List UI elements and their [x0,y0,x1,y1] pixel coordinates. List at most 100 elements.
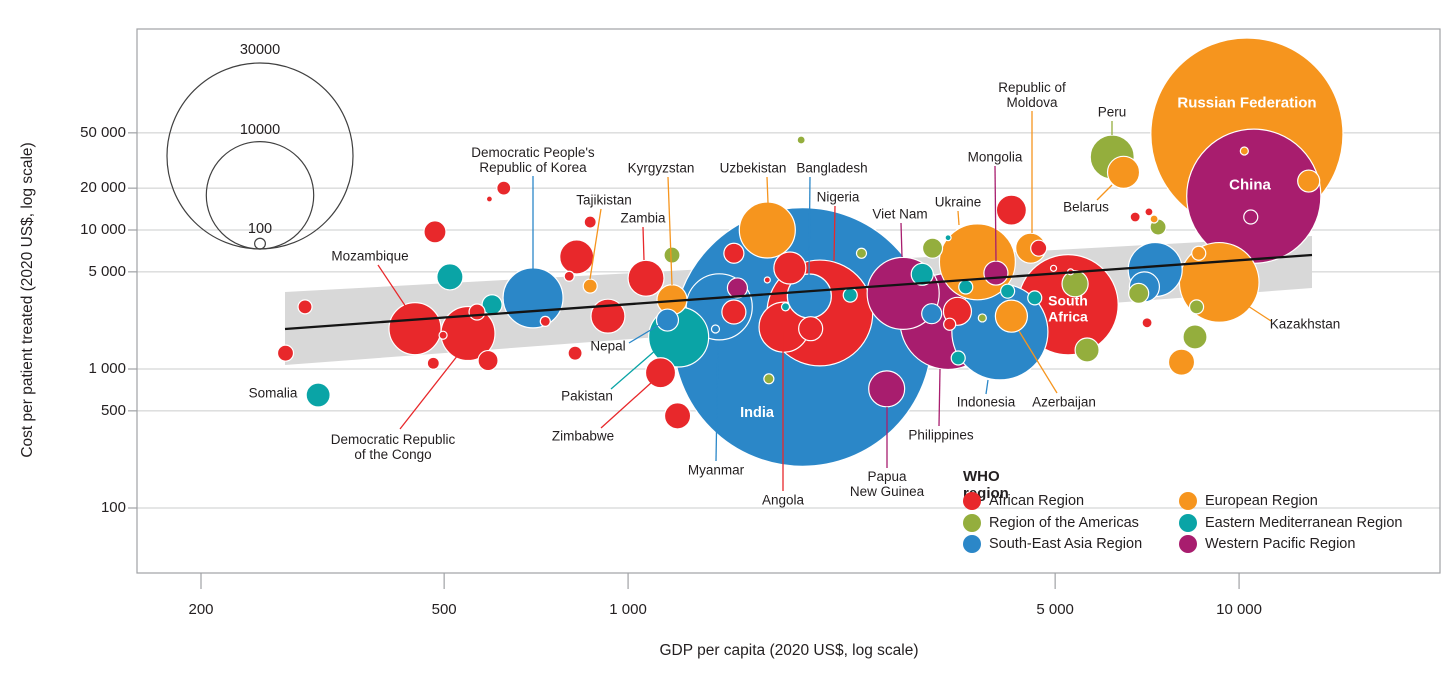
x-axis-title: GDP per capita (2020 US$, log scale) [659,642,919,659]
bubble-afr-46[interactable] [590,298,626,334]
bubble-sear-65[interactable] [921,303,943,325]
bubble-emr-63[interactable] [944,234,952,242]
bubble-amr-68[interactable] [977,313,987,323]
bubble-amr-54[interactable] [763,373,775,385]
bubble-afr-33[interactable] [426,356,440,370]
bubble-wpr-51[interactable] [726,277,749,299]
bubble-mozambique[interactable] [388,302,442,356]
bubble-amr-47[interactable] [663,246,681,264]
label-zimbabwe: Zimbabwe [551,428,615,444]
legend-label-sear: South-East Asia Region [989,536,1143,552]
leader-line-mongolia [994,165,997,262]
bubble-afr-50[interactable] [723,242,745,264]
bubble-afr-78[interactable] [1129,211,1141,223]
legend-swatch-emr [1179,514,1197,532]
bubble-zambia[interactable] [627,259,665,297]
bubble-afr-41[interactable] [539,315,551,328]
legend-item-afr[interactable]: African Region [963,491,1084,511]
trend-line [284,253,1313,331]
bubble-tajikistan[interactable] [582,278,598,294]
bubble-afr-32[interactable] [423,220,447,244]
bubble-afr-56[interactable] [773,251,807,285]
label-mongolia: Mongolia [967,149,1023,165]
bubble-emr-64[interactable] [958,279,974,295]
bubble-emr-71[interactable] [1000,283,1016,299]
bubble-eur-92[interactable] [1191,245,1207,261]
bubble-afr-73[interactable] [1049,264,1058,272]
bubble-afr-38[interactable] [477,349,499,372]
leader-line-azerbaijan [1018,330,1058,394]
bubble-afr-48[interactable] [663,402,692,430]
label-kyrgyzstan: Kyrgyzstan [627,160,695,176]
bubble-amr-59[interactable] [855,247,868,259]
bubble-papua-new-guinea[interactable] [868,370,906,408]
bubble-afr-57[interactable] [798,316,824,342]
bubble-afr-36[interactable] [468,303,486,321]
bubble-afr-30[interactable] [276,344,295,362]
bubble-amr-62[interactable] [921,237,944,259]
bubble-amr-86[interactable] [1182,324,1208,350]
leader-line-democratic-republic-of-the-congo [399,354,459,430]
leader-line-indonesia [985,379,989,395]
bubble-afr-52[interactable] [721,299,747,325]
bubble-sear-49[interactable] [710,324,721,334]
bubble-emr-69[interactable] [950,350,966,366]
y-tick-label-100: 100 [100,499,126,516]
bubble-emr-58[interactable] [842,287,858,303]
bubble-amr-77[interactable] [1074,337,1100,363]
label-viet-nam: Viet Nam [872,206,928,222]
bubble-amr-84[interactable] [1128,282,1150,304]
leader-line-nigeria [833,205,836,262]
bubble-afr-35[interactable] [438,330,448,340]
bubble-azerbaijan[interactable] [994,299,1029,333]
y-axis-title: Cost per patient treated (2020 US$, log … [19,142,36,458]
legend-item-emr[interactable]: Eastern Mediterranean Region [1179,513,1402,533]
legend-item-wpr[interactable]: Western Pacific Region [1179,534,1355,554]
bubble-afr-39[interactable] [496,180,512,196]
bubble-democratic-people-s-republic-of-korea[interactable] [502,267,564,329]
bubble-emr-76[interactable] [1027,290,1043,306]
bubble-afr-85[interactable] [1141,317,1153,329]
bubble-afr-42[interactable] [567,345,583,361]
bubble-afr-45[interactable] [583,215,597,229]
bubble-eur-88[interactable] [1239,146,1249,156]
bubble-nepal[interactable] [655,308,680,332]
bubble-eur-80[interactable] [1149,214,1159,224]
bubble-afr-79[interactable] [1144,207,1154,217]
bubble-afr-44[interactable] [563,270,575,282]
bubble-belarus[interactable] [1106,155,1141,189]
x-tick-label-5000: 5 000 [1036,601,1074,618]
bubble-afr-43[interactable] [559,239,595,275]
bubble-afr-72[interactable] [1030,239,1048,257]
legend-swatch-afr [963,492,981,510]
bubble-amr-60[interactable] [796,135,806,145]
bubble-mongolia[interactable] [983,260,1009,286]
legend-item-eur[interactable]: European Region [1179,491,1318,511]
bubble-uzbekistan[interactable] [738,201,796,259]
bubble-emr-55[interactable] [780,302,791,312]
bubble-eur-87[interactable] [1167,348,1196,376]
bubble-emr-34[interactable] [436,263,464,291]
legend-item-sear[interactable]: South-East Asia Region [963,534,1142,554]
label-myanmar: Myanmar [687,462,745,478]
bubble-zimbabwe[interactable] [644,357,677,389]
bubble-amr-75[interactable] [1061,270,1089,298]
label-mozambique: Mozambique [331,248,409,264]
bubble-somalia[interactable] [305,382,331,408]
bubble-afr-70[interactable] [995,194,1027,226]
bubble-afr-40[interactable] [485,195,493,203]
x-tick-label-10000: 10 000 [1216,601,1263,618]
y-tick-label-1000: 1 000 [88,360,126,377]
plot-frame [136,28,1441,574]
legend-item-amr[interactable]: Region of the Americas [963,513,1139,533]
bubble-emr-61[interactable] [910,262,934,286]
bubble-afr-53[interactable] [763,276,771,284]
bubble-afr-67[interactable] [943,317,957,331]
bubble-amr-91[interactable] [1188,299,1205,315]
bubble-afr-31[interactable] [297,299,313,315]
bubble-wpr-89[interactable] [1243,209,1259,225]
bubble-china[interactable] [1186,128,1322,264]
bubble-eur-90[interactable] [1297,169,1321,193]
x-tick-label-500: 500 [431,601,457,618]
